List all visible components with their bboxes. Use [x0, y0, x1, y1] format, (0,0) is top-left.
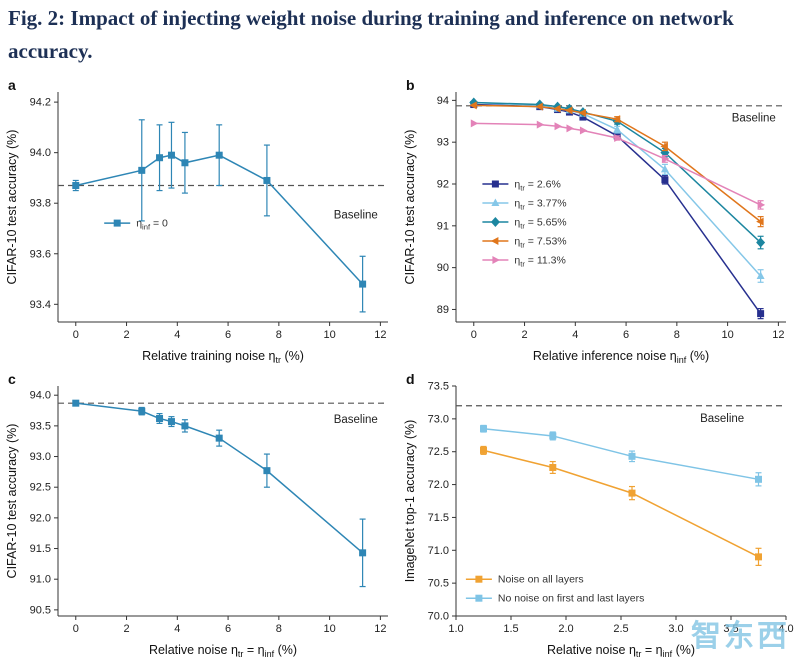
svg-text:70.5: 70.5	[428, 578, 449, 590]
svg-text:10: 10	[323, 329, 335, 341]
svg-text:94.0: 94.0	[30, 147, 51, 159]
svg-text:91.5: 91.5	[30, 543, 51, 555]
svg-text:1.0: 1.0	[448, 623, 463, 635]
svg-text:93.0: 93.0	[30, 451, 51, 463]
svg-text:ηtr = 2.6%: ηtr = 2.6%	[514, 179, 560, 193]
svg-text:10: 10	[323, 623, 335, 635]
svg-text:No noise on first and last lay: No noise on first and last layers	[498, 593, 645, 605]
svg-text:91.0: 91.0	[30, 574, 51, 586]
svg-text:92.0: 92.0	[30, 512, 51, 524]
svg-text:d: d	[406, 371, 415, 387]
svg-text:10: 10	[721, 329, 733, 341]
figure-panels: a 0 2 4 6 8 10 12 93.4 93.6 93.8 94.0 94.2 Baseline ηi…	[0, 76, 800, 662]
chart-b: b 0 2 4 6 8 10 12 89 90 91 92 93 94 Baseline ηtr = 2.6%…	[403, 77, 786, 365]
svg-text:72.5: 72.5	[428, 446, 449, 458]
svg-text:94.0: 94.0	[30, 390, 51, 402]
svg-text:ηtr = 11.3%: ηtr = 11.3%	[514, 255, 565, 269]
svg-text:12: 12	[772, 329, 784, 341]
svg-text:3.0: 3.0	[668, 623, 683, 635]
svg-text:94.2: 94.2	[30, 97, 51, 109]
svg-text:93.8: 93.8	[30, 198, 51, 210]
svg-text:Baseline: Baseline	[334, 414, 378, 426]
svg-text:4.0: 4.0	[778, 623, 793, 635]
svg-text:93: 93	[437, 137, 449, 149]
svg-text:94: 94	[437, 95, 449, 107]
svg-text:8: 8	[276, 329, 282, 341]
svg-text:91: 91	[437, 220, 449, 232]
svg-text:Baseline: Baseline	[334, 209, 378, 221]
svg-text:70.0: 70.0	[428, 611, 449, 623]
svg-text:93.4: 93.4	[30, 299, 51, 311]
svg-text:3.5: 3.5	[723, 623, 738, 635]
svg-text:92: 92	[437, 179, 449, 191]
panel-c: c 0 2 4 6 8 10 12 90.5 91.0 91.5 92.0 92.5 93.0 93.5 94…	[2, 370, 400, 662]
watermark: 智东西	[691, 620, 790, 653]
panel-b: b 0 2 4 6 8 10 12 89 90 91 92 93 94 Baseline ηtr = 2.6%…	[400, 76, 798, 368]
svg-text:CIFAR-10 test accuracy (%): CIFAR-10 test accuracy (%)	[403, 130, 417, 285]
svg-text:2: 2	[123, 623, 129, 635]
svg-text:12: 12	[374, 329, 386, 341]
svg-text:b: b	[406, 77, 415, 93]
svg-text:ηtr = 7.53%: ηtr = 7.53%	[514, 236, 566, 250]
svg-text:8: 8	[276, 623, 282, 635]
svg-text:71.5: 71.5	[428, 512, 449, 524]
svg-text:8: 8	[674, 329, 680, 341]
svg-text:4: 4	[572, 329, 578, 341]
svg-text:Relative noise ηtr = ηinf (%): Relative noise ηtr = ηinf (%)	[149, 643, 297, 659]
svg-text:2: 2	[123, 329, 129, 341]
svg-text:a: a	[8, 77, 16, 93]
chart-d: d 1.0 1.5 2.0 2.5 3.0 3.5 4.0 70.0 70.5 71.0 71.5 72…	[403, 371, 794, 659]
svg-text:90.5: 90.5	[30, 604, 51, 616]
svg-text:72.0: 72.0	[428, 479, 449, 491]
svg-text:93.6: 93.6	[30, 248, 51, 260]
svg-text:CIFAR-10 test accuracy (%): CIFAR-10 test accuracy (%)	[5, 424, 19, 579]
svg-text:Relative noise ηtr = ηinf (%): Relative noise ηtr = ηinf (%)	[547, 643, 695, 659]
svg-text:Baseline: Baseline	[732, 112, 776, 124]
svg-text:0: 0	[471, 329, 477, 341]
chart-a: a 0 2 4 6 8 10 12 93.4 93.6 93.8 94.0 94.2 Baseline ηi…	[5, 77, 388, 365]
svg-text:Relative inference noise ηinf: Relative inference noise ηinf (%)	[533, 349, 709, 365]
svg-text:93.5: 93.5	[30, 420, 51, 432]
svg-text:Baseline: Baseline	[700, 413, 744, 425]
svg-text:12: 12	[374, 623, 386, 635]
figure-title: Fig. 2: Impact of injecting weight noise…	[8, 6, 734, 63]
svg-text:71.0: 71.0	[428, 545, 449, 557]
chart-c: c 0 2 4 6 8 10 12 90.5 91.0 91.5 92.0 92.5 93.0 93.5 94…	[5, 371, 388, 659]
svg-text:89: 89	[437, 304, 449, 316]
svg-text:ηtr = 5.65%: ηtr = 5.65%	[514, 217, 566, 231]
svg-text:4: 4	[174, 623, 180, 635]
svg-text:ηtr = 3.77%: ηtr = 3.77%	[514, 198, 566, 212]
svg-text:ImageNet top-1 accuracy (%): ImageNet top-1 accuracy (%)	[403, 420, 417, 583]
svg-text:c: c	[8, 371, 16, 387]
svg-text:ηinf = 0: ηinf = 0	[136, 218, 168, 232]
svg-text:73.5: 73.5	[428, 381, 449, 393]
svg-text:Noise on all layers: Noise on all layers	[498, 574, 584, 586]
svg-text:1.5: 1.5	[503, 623, 518, 635]
svg-text:0: 0	[73, 329, 79, 341]
svg-text:4: 4	[174, 329, 180, 341]
svg-text:6: 6	[225, 329, 231, 341]
svg-text:6: 6	[623, 329, 629, 341]
svg-text:73.0: 73.0	[428, 413, 449, 425]
svg-text:0: 0	[73, 623, 79, 635]
svg-text:Relative training noise ηtr (%: Relative training noise ηtr (%)	[142, 349, 304, 365]
panel-a: a 0 2 4 6 8 10 12 93.4 93.6 93.8 94.0 94.2 Baseline ηi…	[2, 76, 400, 368]
svg-text:CIFAR-10 test accuracy (%): CIFAR-10 test accuracy (%)	[5, 130, 19, 285]
svg-text:92.5: 92.5	[30, 482, 51, 494]
svg-text:6: 6	[225, 623, 231, 635]
panel-d: d 1.0 1.5 2.0 2.5 3.0 3.5 4.0 70.0 70.5 71.0 71.5 72…	[400, 370, 798, 662]
svg-text:90: 90	[437, 262, 449, 274]
svg-text:2.0: 2.0	[558, 623, 573, 635]
svg-text:2: 2	[521, 329, 527, 341]
svg-text:2.5: 2.5	[613, 623, 628, 635]
